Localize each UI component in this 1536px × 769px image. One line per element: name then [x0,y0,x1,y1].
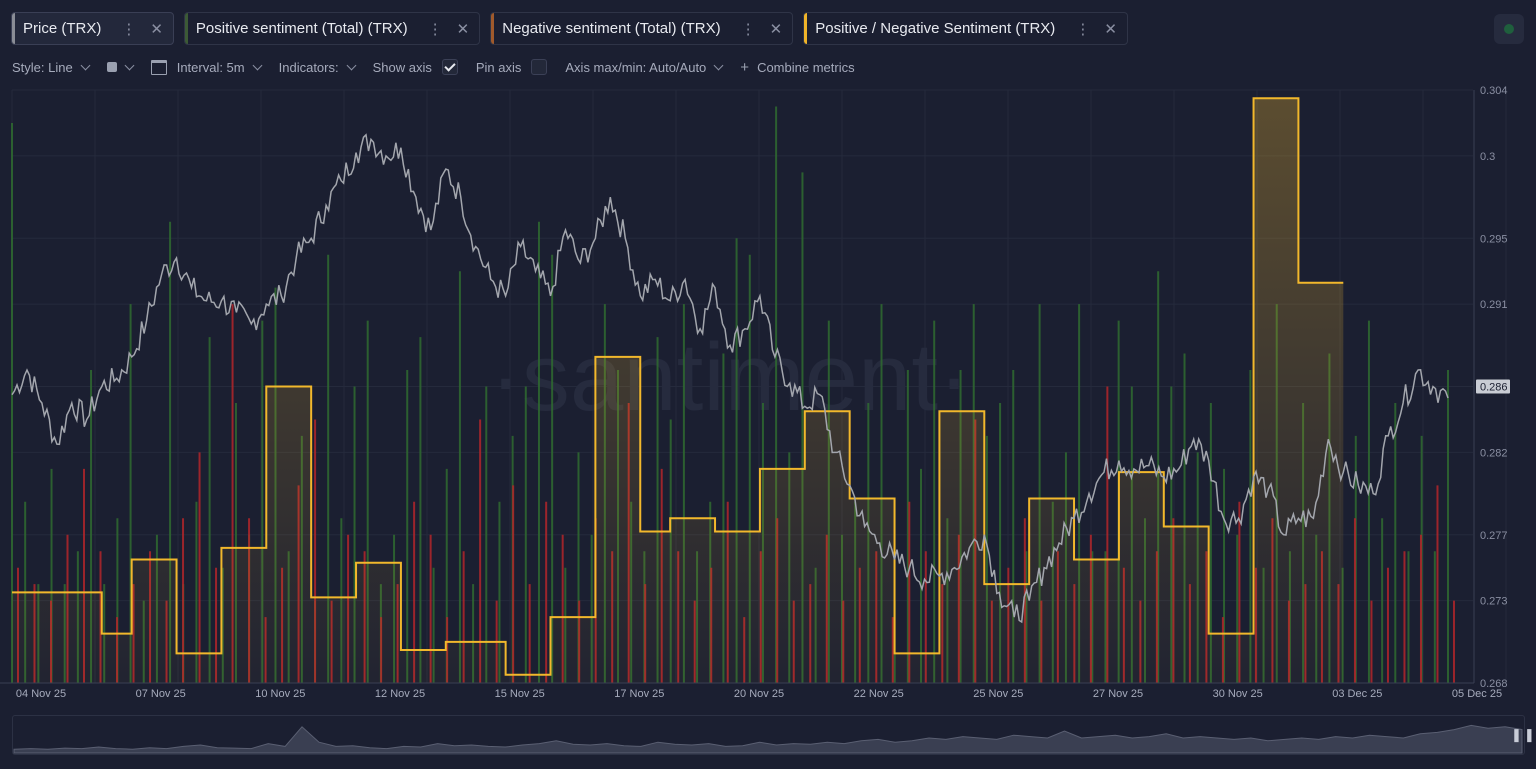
chevron-down-icon [346,60,357,70]
tab-label: Price (TRX) [23,20,102,37]
time-navigator[interactable] [12,715,1525,755]
tab-price[interactable]: Price (TRX) ⋮ ✕ [11,12,174,45]
tab-color-bar [491,13,495,44]
axis-maxmin-label: Axis max/min: Auto/Auto [565,59,707,75]
chevron-down-icon [252,60,263,70]
close-icon[interactable]: ✕ [150,20,163,38]
interval-label: Interval: 5m [176,59,245,75]
show-axis-label: Show axis [372,59,432,75]
close-icon[interactable]: ✕ [769,20,783,38]
price-line [11,133,1449,624]
interval-dropdown[interactable]: Interval: 5m [150,59,263,75]
tab-label: Positive sentiment (Total) (TRX) [195,20,408,37]
x-tick-label: 03 Dec 25 [1332,688,1382,700]
pin-axis-toggle[interactable]: Pin axis [476,59,548,75]
indicators-label: Indicators: [278,59,339,75]
y-tick-label: 0.295 [1480,233,1508,245]
x-tick-label: 30 Nov 25 [1213,688,1263,700]
chevron-down-icon [713,60,724,70]
x-tick-label: 05 Dec 25 [1452,688,1502,700]
x-tick-label: 27 Nov 25 [1093,688,1143,700]
axis-maxmin-dropdown[interactable]: Axis max/min: Auto/Auto [565,59,724,75]
tab-color-bar [804,13,808,44]
x-tick-label: 15 Nov 25 [495,688,545,700]
y-tick-label: 0.277 [1480,530,1508,542]
show-axis-checkbox[interactable] [441,59,458,75]
tab-label: Negative sentiment (Total) (TRX) [502,20,721,37]
x-tick-label: 12 Nov 25 [375,688,425,700]
tab-positive-sentiment[interactable]: Positive sentiment (Total) (TRX) ⋮ ✕ [183,12,481,45]
style-dropdown[interactable]: Style: Line [12,59,91,75]
sentiment-ratio-line [12,97,1344,676]
more-icon[interactable]: ⋮ [121,20,137,38]
close-icon[interactable]: ✕ [456,20,470,38]
style-label: Style: Line [12,59,73,75]
x-tick-label: 10 Nov 25 [255,688,305,700]
x-tick-label: 25 Nov 25 [973,688,1023,700]
y-tick-label: 0.282 [1480,447,1508,459]
metric-tabs: Price (TRX) ⋮ ✕ Positive sentiment (Tota… [11,12,1128,45]
tab-color-bar [184,13,188,44]
color-dropdown[interactable] [106,60,135,72]
pin-axis-checkbox[interactable] [531,59,548,75]
sentiment-ratio-area [12,98,1344,684]
color-swatch-icon [106,62,117,72]
more-icon[interactable]: ⋮ [740,20,756,38]
combine-label: Combine metrics [757,59,855,75]
pause-icon[interactable]: ❚❚ [1511,727,1536,742]
show-axis-toggle[interactable]: Show axis [373,59,458,75]
calendar-icon [150,59,167,75]
tab-label: Positive / Negative Sentiment (TRX) [815,20,1056,37]
watermark: ·santiment· [490,324,970,431]
y-tick-label: 0.291 [1480,299,1508,311]
x-tick-label: 07 Nov 25 [136,688,186,700]
y-tick-label: 0.273 [1480,596,1508,608]
y-tick-label: 0.3 [1480,151,1495,163]
current-price-badge [1476,379,1510,394]
x-tick-label: 20 Nov 25 [734,688,784,700]
tab-sentiment-ratio[interactable]: Positive / Negative Sentiment (TRX) ⋮ ✕ [803,12,1128,45]
chevron-down-icon [124,60,135,70]
plus-icon: + [740,58,750,76]
y-tick-label: 0.304 [1480,85,1508,97]
x-tick-label: 17 Nov 25 [614,688,664,700]
tab-color-bar [12,13,15,44]
more-icon[interactable]: ⋮ [1075,20,1091,38]
chevron-down-icon [80,60,91,70]
combine-metrics-button[interactable]: + Combine metrics [740,59,854,76]
chart-toolbar: Style: Line Interval: 5m Indicators: Sho… [12,58,873,76]
pin-axis-label: Pin axis [475,59,522,75]
indicators-dropdown[interactable]: Indicators: [278,59,357,75]
close-icon[interactable]: ✕ [1104,20,1117,38]
current-price-label: 0.286 [1480,382,1508,394]
price-chart[interactable]: ·santiment· 0.304 0.3 0.295 0.291 0.286 0.282 0… [0,80,1536,710]
tab-negative-sentiment[interactable]: Negative sentiment (Total) (TRX) ⋮ ✕ [490,12,794,45]
status-dot-icon [1504,24,1514,34]
x-tick-label: 04 Nov 25 [16,688,66,700]
more-icon[interactable]: ⋮ [427,20,443,38]
x-tick-label: 22 Nov 25 [854,688,904,700]
status-button[interactable] [1494,14,1524,44]
y-tick-label: 0.268 [1480,678,1508,690]
